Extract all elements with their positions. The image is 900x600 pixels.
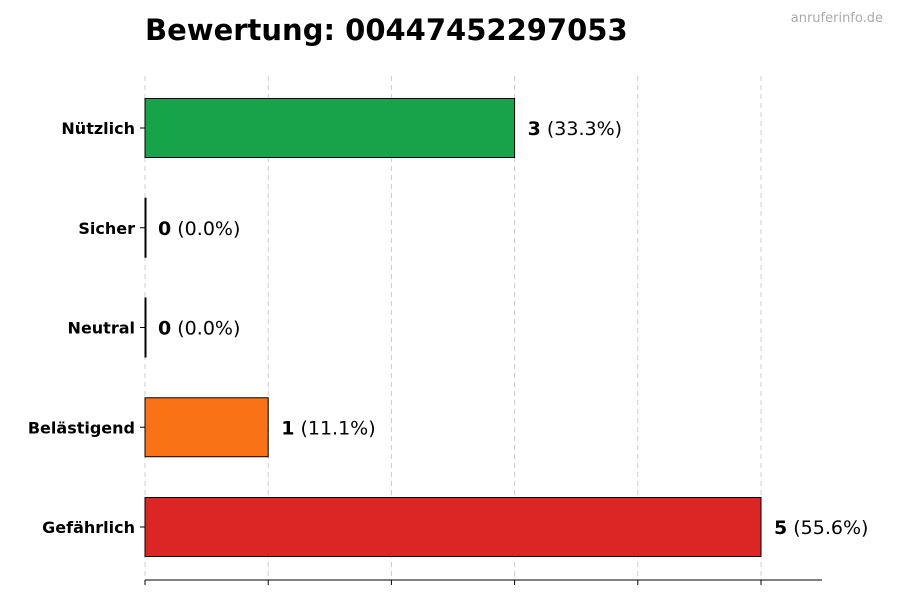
category-labels: Nützlich Sicher Neutral Belästigend Gefährli… (28, 119, 135, 537)
value-count: 0 (158, 218, 171, 240)
bar-2 (144, 197, 147, 258)
value-percent: (0.0%) (171, 218, 240, 240)
value-percent: (11.1%) (294, 417, 375, 439)
value-label: 3 (33.3%) (528, 118, 622, 140)
value-percent: (33.3%) (541, 118, 622, 140)
value-percent: (55.6%) (787, 517, 868, 539)
category-label: Nützlich (61, 119, 135, 138)
value-count: 5 (774, 517, 787, 539)
category-label: Sicher (78, 219, 135, 238)
chart-title: Bewertung: 00447452297053 (145, 13, 628, 47)
value-label: 0 (0.0%) (158, 218, 240, 240)
category-label: Belästigend (28, 418, 135, 437)
bar-1 (144, 98, 516, 158)
value-label: 5 (55.6%) (774, 517, 868, 539)
value-count: 3 (528, 118, 541, 140)
value-percent: (0.0%) (171, 318, 240, 340)
category-label: Neutral (68, 319, 135, 338)
value-count: 0 (158, 318, 171, 340)
bar-3 (144, 297, 147, 358)
bars (144, 98, 762, 557)
axes (140, 127, 822, 585)
value-label: 0 (0.0%) (158, 318, 240, 340)
value-label: 1 (11.1%) (281, 417, 375, 439)
watermark: anruferinfo.de (791, 11, 883, 26)
value-labels: 3 (33.3%)0 (0.0%)0 (0.0%)1 (11.1%)5 (55.… (158, 118, 868, 539)
bar-5 (144, 497, 762, 557)
category-label: Gefährlich (42, 518, 135, 537)
bar-4 (144, 397, 269, 458)
value-count: 1 (281, 417, 294, 439)
